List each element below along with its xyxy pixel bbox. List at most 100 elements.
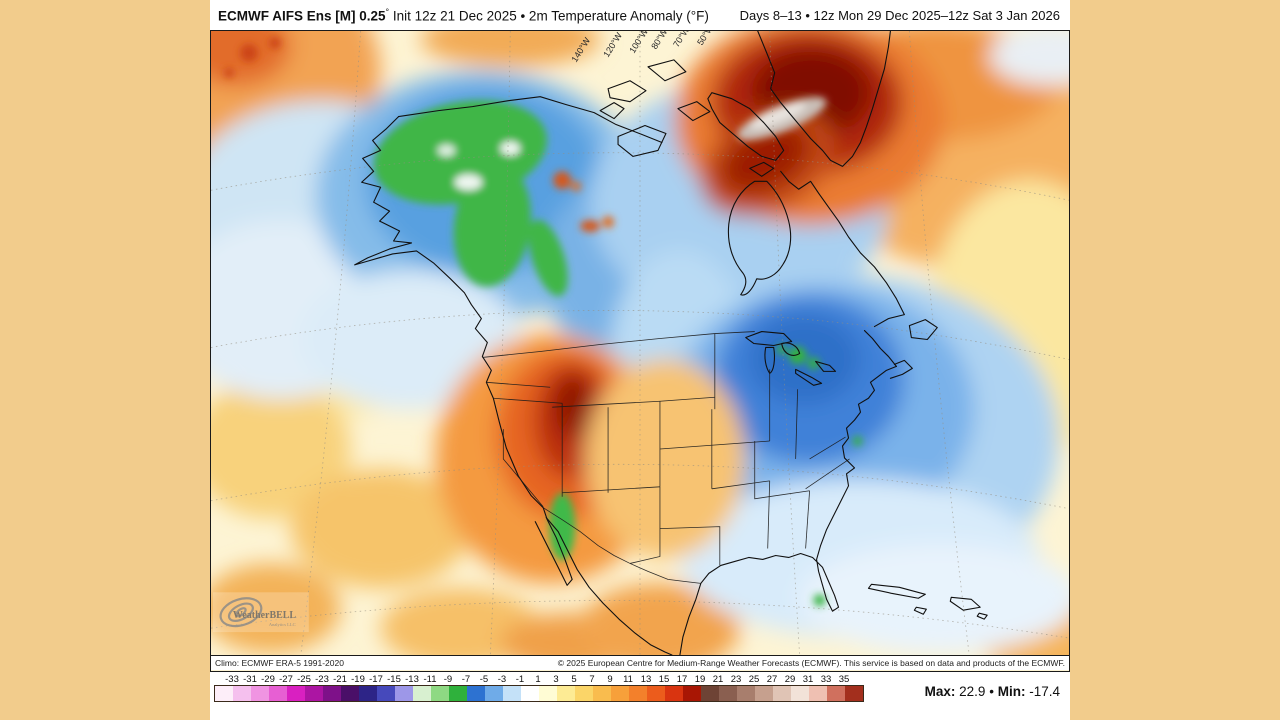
max-label: Max:	[924, 684, 956, 699]
colorbar-tick: -13	[405, 674, 419, 685]
anomaly-field-blobs	[211, 31, 1069, 655]
colorbar-tick: -9	[443, 674, 453, 685]
colorbar-tick: 7	[589, 674, 595, 685]
colorbar-tick: 31	[802, 674, 814, 685]
colorbar-tick: 5	[571, 674, 577, 685]
colorbar-segment	[503, 686, 521, 701]
colorbar-segment	[701, 686, 719, 701]
colorbar-segment	[791, 686, 809, 701]
colorbar-segment	[341, 686, 359, 701]
colorbar-tick: 19	[694, 674, 706, 685]
colorbar-segment	[719, 686, 737, 701]
colorbar-segment	[557, 686, 575, 701]
colorbar-segment	[287, 686, 305, 701]
colorbar-tick: -27	[279, 674, 293, 685]
colorbar-tick: -23	[315, 674, 329, 685]
climo-note: Climo: ECMWF ERA-5 1991-2020	[215, 658, 344, 668]
colorbar-segment	[845, 686, 863, 701]
colorbar-segment	[575, 686, 593, 701]
colorbar-segment	[413, 686, 431, 701]
colorbar-tick: -5	[479, 674, 489, 685]
colorbar-segment	[377, 686, 395, 701]
model-name: ECMWF AIFS Ens [M] 0.25	[218, 8, 386, 24]
colorbar-segment	[629, 686, 647, 701]
colorbar-tick: -15	[387, 674, 401, 685]
colorbar-tick-labels: -33 -31 -29 -27 -25 -23 -21 -19 -17 -15 -13 -11 -9 -7…	[214, 672, 866, 685]
colorbar-tick: 25	[748, 674, 760, 685]
colorbar-tick: -21	[333, 674, 347, 685]
colorbar-tick: 17	[676, 674, 688, 685]
colorbar-tick: 29	[784, 674, 796, 685]
page-title: ECMWF AIFS Ens [M] 0.25° Init 12z 21 Dec…	[218, 7, 709, 24]
max-value: 22.9	[959, 684, 986, 699]
colorbar-tick: -17	[369, 674, 383, 685]
map-frame: 140°W 120°W 100°W 80°W 70°W 50°W WeatherBELL …	[210, 30, 1070, 672]
colorbar-tick: 35	[838, 674, 850, 685]
svg-text:Analytics LLC: Analytics LLC	[269, 622, 296, 627]
colorbar-segment	[647, 686, 665, 701]
weatherbell-logo: WeatherBELL Analytics LLC	[212, 592, 309, 633]
colorbar-tick: -11	[423, 674, 437, 685]
colorbar-tick: 15	[658, 674, 670, 685]
copyright-note: © 2025 European Centre for Medium-Range …	[557, 658, 1065, 668]
colorbar-segment	[269, 686, 287, 701]
colorbar-footer: -33 -31 -29 -27 -25 -23 -21 -19 -17 -15 -13 -11 -9 -7…	[210, 672, 1070, 720]
political-borders	[482, 331, 850, 584]
colorbar	[214, 685, 864, 702]
colorbar-tick: -33	[225, 674, 239, 685]
degree-mark: °	[385, 6, 390, 17]
colorbar-tick: -25	[297, 674, 311, 685]
colorbar-tick: 1	[535, 674, 541, 685]
colorbar-segment	[683, 686, 701, 701]
logo-text: WeatherBELL	[233, 610, 296, 621]
colorbar-tick: 23	[730, 674, 742, 685]
attribution-bar: Climo: ECMWF ERA-5 1991-2020 © 2025 Euro…	[211, 655, 1069, 670]
colorbar-segment	[737, 686, 755, 701]
title-bar: ECMWF AIFS Ens [M] 0.25° Init 12z 21 Dec…	[210, 0, 1070, 30]
colorbar-segment	[521, 686, 539, 701]
valid-range: Days 8–13 • 12z Mon 29 Dec 2025–12z Sat …	[739, 7, 1060, 23]
colorbar-tick: 21	[712, 674, 724, 685]
colorbar-segment	[359, 686, 377, 701]
colorbar-segment	[539, 686, 557, 701]
colorbar-tick: 13	[640, 674, 652, 685]
colorbar-tick: 27	[766, 674, 778, 685]
colorbar-segment	[251, 686, 269, 701]
colorbar-segment	[233, 686, 251, 701]
colorbar-segment	[593, 686, 611, 701]
colorbar-segment	[431, 686, 449, 701]
coastlines	[354, 31, 988, 655]
anomaly-detail-blobs	[223, 36, 863, 607]
colorbar-segment	[827, 686, 845, 701]
colorbar-segment	[215, 686, 233, 701]
min-label: Min:	[997, 684, 1026, 699]
graphic-panel: ECMWF AIFS Ens [M] 0.25° Init 12z 21 Dec…	[210, 0, 1070, 720]
colorbar-segment	[467, 686, 485, 701]
max-min-readout: Max: 22.9 • Min: -17.4	[925, 684, 1060, 699]
colorbar-segment	[755, 686, 773, 701]
colorbar-tick: -1	[515, 674, 525, 685]
title-detail: Init 12z 21 Dec 2025 • 2m Temperature An…	[389, 8, 709, 24]
colorbar-segment	[485, 686, 503, 701]
colorbar-tick: 11	[623, 674, 633, 685]
colorbar-tick: -31	[243, 674, 257, 685]
colorbar-segment	[665, 686, 683, 701]
colorbar-segment	[611, 686, 629, 701]
colorbar-tick: -29	[261, 674, 275, 685]
anomaly-map: 140°W 120°W 100°W 80°W 70°W 50°W WeatherBELL …	[211, 31, 1069, 655]
colorbar-segment	[323, 686, 341, 701]
colorbar-segment	[395, 686, 413, 701]
graticule	[211, 31, 1069, 655]
colorbar-segment	[809, 686, 827, 701]
min-value: -17.4	[1029, 684, 1060, 699]
colorbar-tick: -19	[351, 674, 365, 685]
colorbar-segment	[449, 686, 467, 701]
colorbar-tick: -7	[461, 674, 471, 685]
colorbar-segment	[773, 686, 791, 701]
bullet-separator: •	[989, 684, 994, 699]
colorbar-tick: 3	[553, 674, 559, 685]
colorbar-segment	[305, 686, 323, 701]
colorbar-tick: -3	[497, 674, 507, 685]
colorbar-tick: 33	[820, 674, 832, 685]
